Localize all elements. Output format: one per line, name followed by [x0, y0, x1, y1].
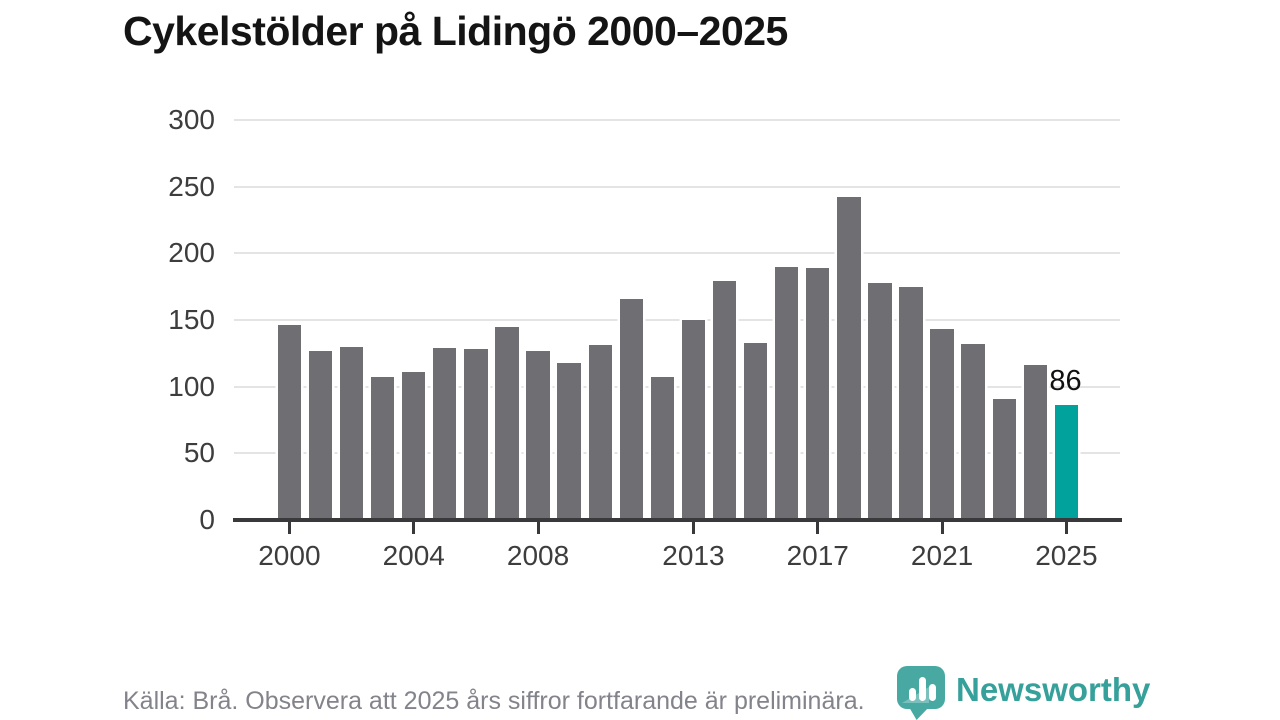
bar-2004 [402, 371, 426, 520]
gridline-150 [234, 318, 1120, 321]
gridline-50 [234, 452, 1120, 455]
newsworthy-logo-icon [897, 666, 945, 720]
x-axis-label-2021: 2021 [910, 540, 974, 571]
bar-2023 [992, 398, 1016, 520]
bar-2006 [464, 349, 488, 520]
gridline-100 [234, 385, 1120, 388]
y-axis-label-0: 0 [199, 504, 215, 535]
bar-2021 [930, 329, 954, 520]
bar-2022 [961, 343, 985, 520]
x-axis-label-2000: 2000 [258, 540, 321, 571]
bar-2012 [650, 377, 675, 520]
gridline-250 [234, 185, 1120, 188]
bar-2018 [837, 197, 861, 520]
bar-2009 [557, 362, 581, 520]
bar-2016 [774, 266, 799, 520]
source-note: Källa: Brå. Observera att 2025 års siffr… [123, 687, 865, 715]
bar-2010 [588, 345, 612, 520]
bar-2019 [868, 282, 892, 520]
bar-2003 [370, 377, 395, 520]
logo-mini-bar [929, 684, 936, 701]
bar-2008 [526, 350, 550, 520]
x-axis-line [233, 518, 1122, 522]
bar-2002 [339, 346, 364, 520]
bar-2014 [712, 281, 737, 520]
gridline-300 [234, 118, 1120, 121]
y-axis-label-200: 200 [168, 237, 215, 269]
x-tick-2013 [691, 522, 695, 534]
bar-2007 [495, 326, 519, 520]
y-axis-label-100: 100 [168, 370, 215, 402]
highlight-value-label: 86 [1049, 365, 1082, 398]
bar-2025 [1054, 405, 1079, 520]
x-axis-label-2004: 2004 [382, 540, 445, 571]
bar-2015 [743, 342, 768, 520]
bar-2011 [619, 298, 643, 520]
x-axis-label-2017: 2017 [786, 540, 849, 571]
y-axis-label-250: 250 [168, 170, 215, 202]
brand-name: Newsworthy [956, 671, 1151, 708]
x-tick-2008 [536, 522, 540, 534]
bar-2001 [308, 350, 333, 520]
x-tick-2004 [412, 522, 416, 534]
bar-2000 [277, 325, 302, 520]
bar-2013 [681, 319, 706, 520]
y-axis-label-50: 50 [183, 437, 215, 469]
bar-2005 [433, 347, 457, 520]
x-axis-label-2013: 2013 [662, 540, 725, 571]
y-axis-label-300: 300 [168, 103, 215, 135]
x-tick-2017 [816, 522, 820, 534]
x-axis-label-2008: 2008 [506, 540, 570, 571]
x-tick-2025 [1064, 522, 1068, 534]
y-axis-label-150: 150 [168, 303, 215, 335]
gridline-200 [234, 252, 1120, 255]
logo-mini-bar [909, 688, 916, 701]
logo-bubble-tail [909, 707, 929, 720]
logo-mini-bar [919, 677, 926, 701]
bar-2024 [1023, 365, 1047, 520]
x-tick-2021 [940, 522, 944, 534]
x-tick-2000 [287, 522, 291, 534]
x-axis-label-2025: 2025 [1035, 540, 1098, 571]
chart-title: Cykelstölder på Lidingö 2000–2025 [123, 8, 788, 54]
bar-2020 [899, 286, 923, 520]
bar-2017 [806, 267, 830, 520]
